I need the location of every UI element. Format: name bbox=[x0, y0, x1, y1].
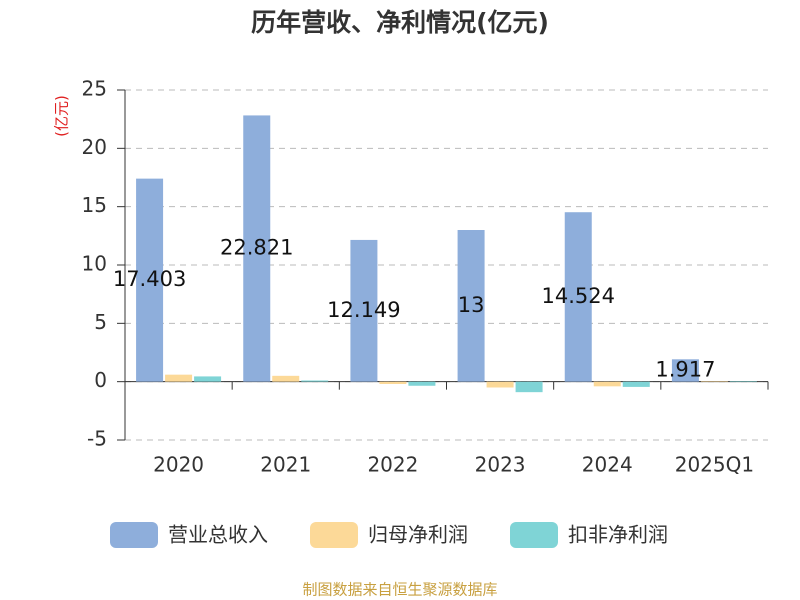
bar bbox=[486, 381, 514, 388]
data-label: 12.149 bbox=[327, 298, 400, 322]
bar bbox=[194, 376, 222, 382]
bar bbox=[729, 381, 757, 382]
bar bbox=[700, 381, 728, 382]
data-label: 1.917 bbox=[655, 357, 715, 381]
bar bbox=[165, 374, 193, 382]
bar bbox=[272, 375, 300, 382]
bar bbox=[350, 239, 378, 382]
x-tick-label: 2024 bbox=[582, 453, 633, 477]
data-label: 14.524 bbox=[542, 284, 615, 308]
legend-label[interactable]: 归母净利润 bbox=[368, 523, 468, 547]
bar bbox=[457, 230, 485, 382]
bar bbox=[515, 381, 543, 393]
y-tick-label: 25 bbox=[82, 77, 107, 101]
source-note: 制图数据来自恒生聚源数据库 bbox=[302, 581, 497, 599]
x-tick-label: 2020 bbox=[153, 453, 204, 477]
bar bbox=[671, 359, 699, 382]
chart-title: 历年营收、净利情况(亿元) bbox=[251, 8, 549, 37]
legend-swatch[interactable] bbox=[310, 522, 358, 548]
legend-swatch[interactable] bbox=[110, 522, 158, 548]
bar bbox=[136, 178, 164, 382]
bar bbox=[379, 381, 407, 384]
x-tick-label: 2023 bbox=[475, 453, 526, 477]
y-axis-label: (亿元) bbox=[53, 95, 71, 137]
data-label: 22.821 bbox=[220, 236, 293, 260]
legend-label[interactable]: 营业总收入 bbox=[168, 523, 268, 547]
y-tick-label: 10 bbox=[82, 252, 107, 276]
y-tick-label: 20 bbox=[82, 135, 107, 159]
y-tick-label: 15 bbox=[82, 193, 107, 217]
x-tick-label: 2025Q1 bbox=[675, 453, 754, 477]
bar bbox=[564, 212, 592, 382]
y-tick-label: -5 bbox=[87, 427, 107, 451]
y-tick-label: 5 bbox=[94, 310, 107, 334]
bar bbox=[622, 381, 650, 387]
bar bbox=[408, 381, 436, 386]
legend-swatch[interactable] bbox=[510, 522, 558, 548]
bar bbox=[593, 381, 621, 387]
bar bbox=[243, 115, 271, 382]
x-tick-label: 2022 bbox=[367, 453, 418, 477]
legend-label[interactable]: 扣非净利润 bbox=[568, 523, 668, 547]
data-label: 17.403 bbox=[113, 267, 186, 291]
y-tick-label: 0 bbox=[94, 368, 107, 392]
x-tick-label: 2021 bbox=[260, 453, 311, 477]
data-label: 13 bbox=[458, 293, 485, 317]
bar bbox=[301, 380, 329, 382]
